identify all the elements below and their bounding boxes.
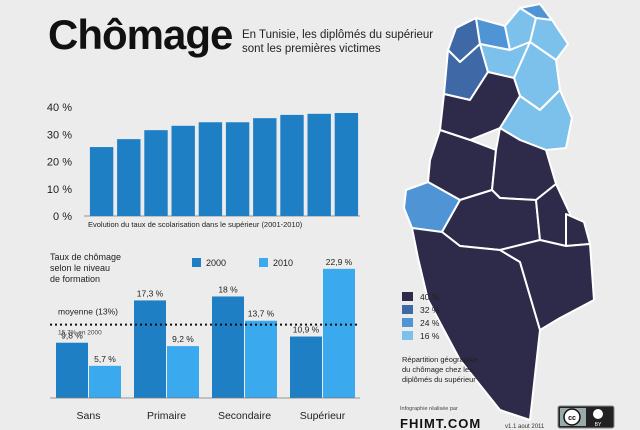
unemployment-data-label: 17,3 % (137, 288, 164, 298)
average-sublabel: 15,7% en 2000 (58, 330, 102, 337)
enrollment-y-tick: 20 % (47, 157, 72, 169)
enrollment-bar (307, 113, 331, 216)
tunisia-map (403, 3, 595, 421)
unemployment-data-label: 9,8 % (61, 331, 83, 341)
average-reference: moyenne (13%) 15,7% en 2000 (50, 307, 358, 337)
unemployment-data-label: 18 % (218, 284, 238, 294)
cc-license-badge: cc BY (557, 405, 615, 429)
map-region-south (411, 227, 541, 421)
svg-text:BY: BY (595, 422, 602, 428)
enrollment-bar (117, 139, 141, 216)
unemployment-data-label: 9,2 % (172, 334, 194, 344)
unemployment-bar-2010 (245, 320, 277, 398)
unemployment-data-label: 5,7 % (94, 354, 116, 364)
map-legend-swatch (402, 305, 413, 314)
category-label: Sans (77, 410, 101, 422)
unemployment-bar-2000 (56, 342, 88, 398)
unemployment-bar-2000 (212, 296, 244, 398)
unemployment-data-label: 22,9 % (326, 257, 353, 267)
svg-text:cc: cc (568, 415, 576, 422)
average-label: moyenne (13%) (58, 307, 118, 317)
unemployment-bar-2000 (134, 300, 166, 398)
enrollment-bar (334, 112, 359, 216)
map-region-capebon (529, 17, 569, 61)
enrollment-bars (89, 112, 359, 216)
enrollment-y-tick: 0 % (53, 211, 72, 223)
enrollment-bar (89, 147, 114, 216)
map-legend-swatch (402, 318, 413, 327)
category-label: Secondaire (218, 410, 271, 422)
unemployment-chart: Taux de chômage selon le niveau de forma… (50, 252, 360, 422)
enrollment-bar (171, 125, 195, 216)
unemployment-bar-2010 (167, 346, 199, 398)
map-region-djerba (565, 213, 591, 247)
enrollment-bar (198, 122, 223, 216)
footer-credit: Infographie réalisée par (400, 406, 458, 412)
unemployment-data-label: 10,9 % (293, 325, 320, 335)
map-legend-label: 32 % (420, 305, 440, 315)
cc-icon (563, 408, 581, 426)
enrollment-y-tick: 30 % (47, 129, 72, 141)
unemployment-bar-2010 (89, 365, 121, 398)
enrollment-bar (253, 118, 277, 216)
legend-label-2010: 2010 (273, 258, 293, 268)
map-legend: 40 % 32 % 24 % 16 % (402, 292, 440, 341)
legend-label-2000: 2000 (206, 258, 226, 268)
category-label: Primaire (147, 410, 186, 422)
map-region-southeast (499, 239, 595, 331)
map-legend-label: 24 % (420, 318, 440, 328)
enrollment-x-label: Evolution du taux de scolarisation dans … (88, 220, 303, 229)
unemployment-chart-title: Taux de chômage selon le niveau de forma… (50, 252, 124, 284)
map-legend-label: 40 % (420, 292, 440, 302)
map-legend-label: 16 % (420, 331, 440, 341)
enrollment-y-tick: 10 % (47, 184, 72, 196)
enrollment-y-tick: 40 % (47, 102, 72, 114)
unemployment-bar-2010 (323, 268, 355, 398)
footer-version: v1.1 aout 2011 (505, 424, 545, 430)
legend-swatch-2010 (259, 258, 268, 267)
by-person-icon (593, 409, 603, 419)
map-legend-swatch (402, 292, 413, 301)
category-label: Supérieur (300, 410, 346, 422)
enrollment-bar (144, 130, 168, 216)
unemployment-legend: 2000 2010 (192, 258, 293, 268)
unemployment-categories: Sans Primaire Secondaire Supérieur (77, 410, 346, 422)
enrollment-bar (225, 122, 250, 216)
enrollment-chart: 0 % 10 % 20 % 30 % 40 % Evolution du taux de… (47, 102, 360, 229)
page-title: Chômage (48, 11, 233, 58)
map-legend-swatch (402, 331, 413, 340)
footer-brand: FHIMT.COM (400, 416, 481, 430)
legend-swatch-2000 (192, 258, 201, 267)
unemployment-bars: 9,8 % 17,3 % 18 % 10,9 % 5,7 % 9,2 % 13,7 % 22,… (50, 257, 360, 399)
unemployment-bar-2000 (290, 336, 322, 398)
page-subtitle: En Tunisie, les diplômés du supérieur so… (242, 29, 434, 55)
unemployment-data-label: 13,7 % (248, 309, 275, 319)
enrollment-bar (280, 114, 304, 216)
map-caption: Répartition géographie du chômage chez l… (402, 355, 480, 384)
